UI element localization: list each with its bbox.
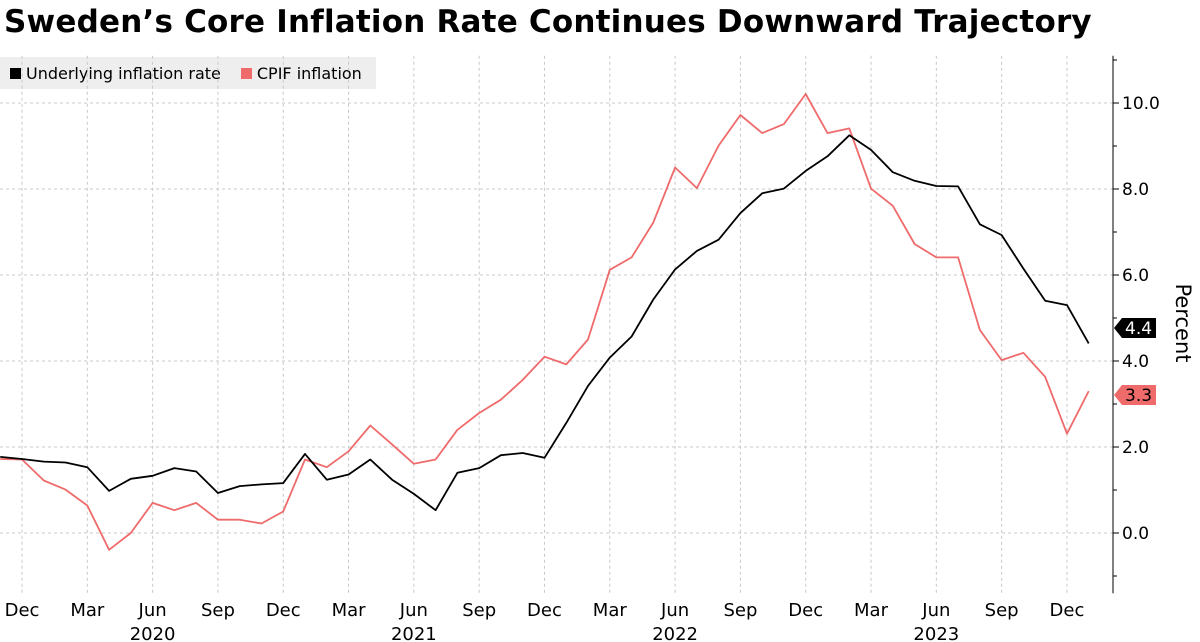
x-year-label: 2022 [652,624,698,642]
x-tick-label: Dec [5,600,40,621]
y-tick-label: 4.0 [1122,352,1149,372]
x-tick-label: Mar [332,600,367,621]
y-tick-label: 0.0 [1122,524,1149,544]
x-tick-label: Sep [985,600,1019,621]
legend-swatch-underlying [10,67,21,79]
series-line-underlying [0,134,1090,512]
legend: Underlying inflation rate CPIF inflation [0,57,376,89]
x-tick-label: Dec [1050,600,1085,621]
y-axis-label: Percent [1171,283,1195,362]
y-tick-label: 6.0 [1122,266,1149,286]
x-tick-label: Jun [660,600,689,621]
y-tick-label: 2.0 [1122,438,1149,458]
last-value-tag-cpif: 3.3 [1125,386,1152,406]
y-tick-label: 10.0 [1122,94,1160,114]
x-tick-label: Dec [266,600,301,621]
x-tick-label: Jun [138,600,167,621]
x-year-label: 2021 [391,624,437,642]
legend-label-underlying: Underlying inflation rate [26,63,221,83]
x-year-label: 2020 [130,624,176,642]
chart-title: Sweden’s Core Inflation Rate Continues D… [4,4,1092,40]
x-tick-label: Dec [527,600,562,621]
x-year-label: 2023 [913,624,959,642]
x-tick-label: Jun [399,600,428,621]
x-tick-label: Jun [921,600,950,621]
x-tick-label: Mar [70,600,105,621]
x-tick-label: Dec [788,600,823,621]
x-tick-label: Sep [201,600,235,621]
x-tick-label: Sep [723,600,757,621]
y-tick-label: 8.0 [1122,180,1149,200]
last-value-tag-underlying-bg [1114,318,1156,338]
x-tick-label: Sep [462,600,496,621]
x-tick-label: Mar [854,600,889,621]
x-tick-label: Mar [593,600,628,621]
last-value-tag-underlying: 4.4 [1125,319,1152,339]
series-line-cpif [0,93,1090,551]
last-value-tag-cpif-bg [1114,385,1156,405]
legend-item-underlying: Underlying inflation rate [10,64,221,83]
legend-swatch-cpif [240,67,252,79]
